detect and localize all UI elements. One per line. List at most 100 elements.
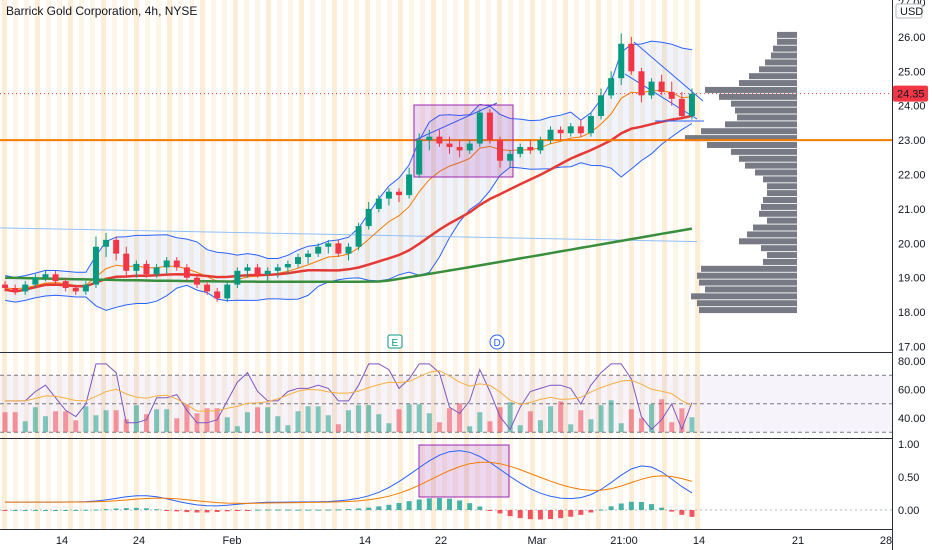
volume-bar [679,408,685,433]
histogram-bar [416,499,422,510]
histogram-bar [447,498,453,510]
volume-bar [285,425,291,433]
histogram-bar [315,509,321,511]
volume-profile-bar [759,210,797,217]
candle-body [72,288,79,292]
last-price-label: 24.35 [897,89,925,101]
volume-bar [507,402,513,433]
volume-profile-bar [767,190,797,197]
volume-profile-bar [699,279,797,286]
volume-bar [164,409,170,433]
candle-body [133,263,140,271]
volume-bar [305,406,311,433]
histogram-bar [396,503,402,510]
volume-profile-bar [725,121,797,128]
candle-body [163,260,170,268]
session-stripe [574,0,579,530]
volume-bar [598,405,604,433]
volume-profile-bar [755,169,797,176]
histogram-bar [73,509,79,511]
oscillator-tick-label: 0.50 [898,472,919,484]
volume-bar [638,418,644,433]
histogram-bar [527,510,533,520]
volume-profile-bar [761,245,797,252]
histogram-bar [325,509,331,511]
histogram-bar [588,510,594,513]
candle-body [416,140,423,175]
volume-bar [416,404,422,433]
dividend-marker [489,334,505,350]
histogram-bar [679,510,685,515]
histogram-bar [174,510,180,512]
session-stripe [387,0,392,530]
histogram-bar [123,508,129,510]
time-tick-label: 22 [435,535,447,547]
volume-bar [628,409,634,433]
volume-bar [2,412,8,433]
candle-body [486,112,493,141]
histogram-bar [12,510,18,511]
volume-profile-bar [761,203,797,210]
candle-body [284,263,291,268]
histogram-bar [457,500,463,510]
time-tick-label: 28 [880,535,892,547]
time-tick-label: 21 [792,535,804,547]
candle-body [557,129,564,134]
volume-profile-bar [753,224,797,231]
session-stripe [112,0,117,530]
volume-profile-bar [763,176,797,183]
candle-body [234,270,241,285]
session-stripe [68,0,73,530]
candle-body [385,191,392,199]
volume-bar [568,424,574,433]
bollinger-upper [5,40,692,278]
volume-bar [548,406,554,433]
oscillator-tick-label: 1.00 [898,439,919,451]
volume-profile-bar [739,155,797,162]
volume-profile-bar [697,300,797,307]
volume-profile-bar [699,307,797,314]
price-tick-label: 20.00 [898,238,926,250]
volume-profile-bar [763,197,797,204]
histogram-bar [103,509,109,511]
currency-box [895,3,923,19]
candle-body [547,129,554,141]
highlight-box [418,444,510,498]
volume-bar [174,418,180,433]
histogram-bar [2,510,8,511]
volume-bar [73,420,79,433]
volume-profile-bar [691,293,797,300]
session-stripe [541,0,546,530]
candle-body [507,153,514,161]
candle-body [436,136,443,144]
candle-body [254,267,261,275]
session-stripe [398,0,403,530]
histogram-bar [194,510,200,513]
volume-profile-bar [731,100,797,107]
volume-bar [366,405,372,433]
time-tick-label: 14 [693,535,705,547]
histogram-bar [346,509,351,511]
candle-body [42,274,49,278]
histogram-bar [265,509,271,511]
candle-body [456,146,463,151]
candle-body [62,281,69,289]
histogram-bar [53,509,59,511]
candle-body [426,136,433,141]
candle-body [658,81,665,92]
histogram-bar [305,509,311,511]
bollinger-fill [5,41,692,311]
histogram-bar [669,510,675,512]
session-stripe [530,0,535,530]
session-stripe [409,0,414,530]
volume-profile-bar [735,107,797,114]
volume-bar [477,412,483,433]
volume-profile [685,31,797,314]
session-stripe [552,0,557,530]
volume-bar [527,411,533,433]
volume-bar [669,422,675,433]
histogram-bar [467,503,473,510]
sma-long [5,227,693,284]
volume-bar [608,400,614,433]
